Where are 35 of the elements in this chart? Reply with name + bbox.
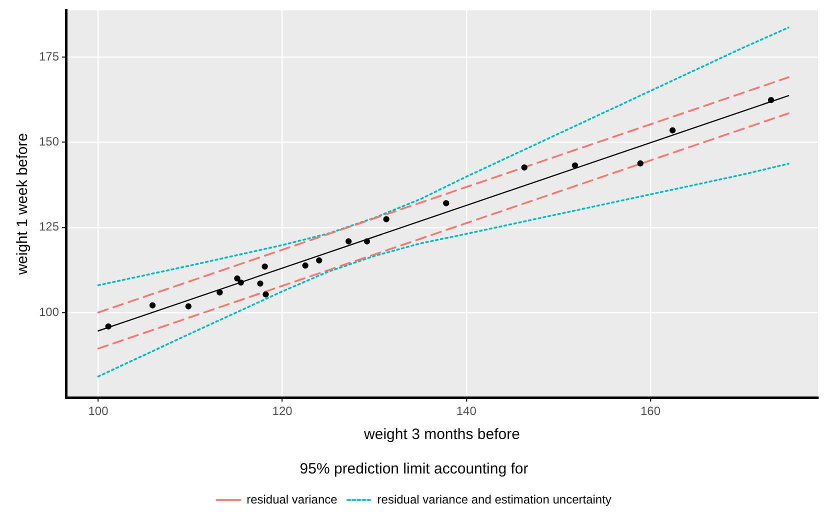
line-series (97, 162, 790, 378)
point (637, 160, 644, 166)
point (105, 323, 112, 330)
y-tick-label: 150 (38, 134, 60, 149)
point (345, 238, 352, 244)
point (216, 289, 223, 296)
point (316, 257, 322, 264)
point (238, 279, 244, 286)
point (262, 263, 268, 270)
x-tick-label: 100 (88, 404, 109, 418)
y-tick-label: 125 (38, 220, 60, 234)
point (185, 303, 192, 310)
point (572, 162, 578, 169)
point (383, 216, 390, 222)
legend-label: residual variance (246, 492, 338, 506)
point (262, 291, 269, 298)
legend-label: residual variance and estimation uncertainty (377, 492, 612, 506)
y-tick-label: 175 (38, 49, 60, 64)
x-tick-label: 140 (456, 404, 477, 418)
point (669, 127, 676, 134)
point (521, 164, 528, 171)
point (149, 302, 156, 308)
point (443, 200, 450, 206)
point (768, 96, 774, 104)
point (257, 280, 264, 287)
point (364, 238, 370, 244)
point (302, 262, 308, 269)
y-tick-label: 100 (38, 304, 60, 319)
legend-title: 95% prediction limit accounting for (300, 460, 528, 478)
x-tick-label: 120 (272, 404, 293, 418)
x-tick-label: 160 (640, 404, 661, 418)
point (234, 275, 240, 282)
y-axis-title: weight 1 week before (14, 133, 32, 276)
x-axis-title: weight 3 months before (363, 426, 520, 444)
line-series (97, 26, 790, 286)
